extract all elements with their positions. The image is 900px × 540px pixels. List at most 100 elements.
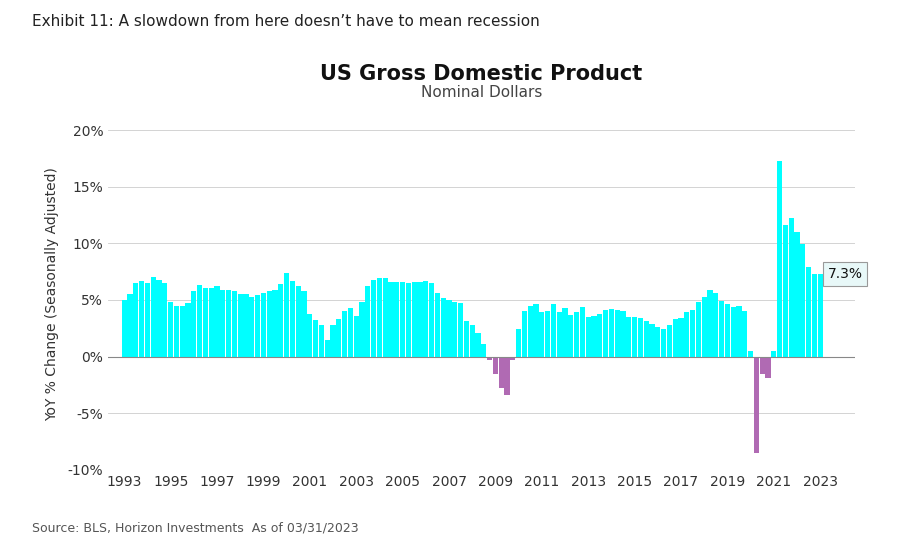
Bar [707, 290, 713, 356]
Bar [197, 285, 202, 356]
Bar [766, 356, 770, 378]
Bar [714, 293, 718, 356]
Bar [626, 317, 632, 356]
Bar [220, 290, 225, 356]
Bar [650, 324, 654, 356]
Bar [185, 303, 191, 356]
Bar [580, 307, 585, 356]
Bar [655, 327, 661, 356]
Bar [453, 302, 457, 356]
Bar [806, 267, 811, 356]
Bar [348, 308, 353, 356]
Bar [522, 311, 527, 356]
Bar [557, 313, 562, 356]
Bar [817, 274, 823, 356]
Bar [261, 293, 266, 356]
Bar [441, 298, 446, 356]
Bar [679, 318, 684, 356]
Bar [238, 294, 243, 356]
Bar [760, 356, 765, 374]
Bar [406, 283, 411, 356]
Text: Source: BLS, Horizon Investments  As of 03/31/2023: Source: BLS, Horizon Investments As of 0… [32, 522, 358, 535]
Bar [586, 317, 590, 356]
Bar [400, 282, 405, 356]
Bar [342, 311, 347, 356]
Bar [777, 161, 782, 356]
Bar [313, 320, 319, 356]
Bar [423, 281, 428, 356]
Bar [307, 314, 312, 356]
Bar [754, 356, 759, 453]
Bar [162, 283, 167, 356]
Bar [244, 294, 248, 356]
Bar [684, 313, 689, 356]
Bar [150, 278, 156, 356]
Bar [672, 319, 678, 356]
Bar [202, 287, 208, 356]
Bar [458, 303, 464, 356]
Bar [446, 300, 452, 356]
Bar [273, 290, 277, 356]
Bar [365, 286, 371, 356]
Bar [435, 293, 440, 356]
Bar [174, 306, 179, 356]
Bar [696, 302, 701, 356]
Bar [591, 316, 597, 356]
Bar [742, 311, 747, 356]
Bar [266, 291, 272, 356]
Bar [382, 279, 388, 356]
Bar [128, 294, 132, 356]
Bar [330, 325, 336, 356]
Bar [232, 291, 237, 356]
Bar [516, 329, 521, 356]
Bar [145, 283, 150, 356]
Bar [719, 301, 724, 356]
Bar [551, 305, 556, 356]
Bar [632, 317, 637, 356]
Bar [615, 310, 620, 356]
Text: Exhibit 11: A slowdown from here doesn’t have to mean recession: Exhibit 11: A slowdown from here doesn’t… [32, 14, 539, 29]
Bar [724, 305, 730, 356]
Bar [662, 329, 666, 356]
Bar [482, 344, 486, 356]
Bar [429, 283, 434, 356]
Bar [168, 302, 173, 356]
Bar [284, 273, 289, 356]
Bar [545, 311, 550, 356]
Bar [783, 225, 788, 356]
Bar [319, 325, 324, 356]
Bar [534, 305, 538, 356]
Bar [389, 282, 393, 356]
Bar [214, 286, 220, 356]
Bar [795, 232, 799, 356]
Bar [527, 306, 533, 356]
Bar [133, 283, 139, 356]
Bar [359, 302, 364, 356]
Bar [771, 351, 777, 356]
Bar [255, 295, 260, 356]
Bar [296, 286, 301, 356]
Bar [418, 282, 423, 356]
Bar [371, 280, 376, 356]
Bar [493, 356, 498, 374]
Bar [510, 356, 516, 360]
Bar [464, 321, 469, 356]
Bar [667, 325, 672, 356]
Bar [620, 311, 625, 356]
Bar [209, 287, 214, 356]
Bar [290, 281, 295, 356]
Text: 7.3%: 7.3% [827, 267, 862, 281]
Bar [325, 340, 329, 356]
Bar [499, 356, 504, 388]
Bar [609, 309, 614, 356]
Bar [487, 356, 492, 360]
Bar [377, 279, 382, 356]
Bar [812, 274, 817, 356]
Bar [475, 333, 481, 356]
Y-axis label: YoY % Change (Seasonally Adjusted): YoY % Change (Seasonally Adjusted) [45, 167, 59, 421]
Bar [800, 245, 806, 356]
Bar [748, 351, 753, 356]
Bar [562, 308, 568, 356]
Bar [598, 314, 602, 356]
Bar [249, 296, 255, 356]
